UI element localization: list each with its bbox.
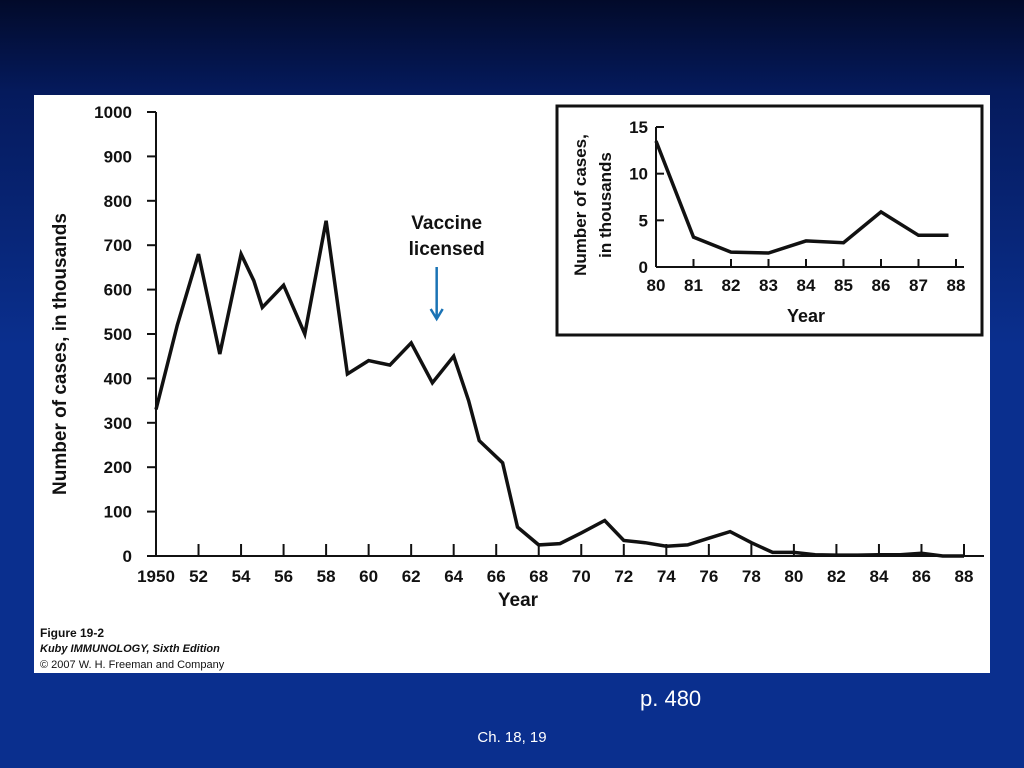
x-tick-label: 88 xyxy=(955,567,974,586)
x-tick-label: 80 xyxy=(784,567,803,586)
caption-book-title: Kuby IMMUNOLOGY, Sixth Edition xyxy=(40,643,220,655)
inset-y-tick-label: 10 xyxy=(629,165,648,184)
x-tick-label: 52 xyxy=(189,567,208,586)
y-tick-label: 200 xyxy=(104,458,132,477)
vaccine-arrow-head xyxy=(429,308,444,322)
x-tick-label: 54 xyxy=(232,567,251,586)
y-tick-label: 900 xyxy=(104,147,132,166)
inset-x-tick-label: 80 xyxy=(647,276,666,295)
caption-figure-number: Figure 19-2 xyxy=(40,626,105,640)
x-tick-label: 60 xyxy=(359,567,378,586)
cases-line xyxy=(154,220,964,558)
inset-x-tick-label: 81 xyxy=(684,276,703,295)
inset-x-tick-label: 84 xyxy=(797,276,816,295)
annotation-vaccine-line2: licensed xyxy=(409,239,485,260)
y-axis-label: Number of cases, in thousands xyxy=(50,213,71,495)
figure-caption: Figure 19-2 Kuby IMMUNOLOGY, Sixth Editi… xyxy=(40,625,640,673)
inset-x-tick-label: 82 xyxy=(722,276,741,295)
x-tick-label: 82 xyxy=(827,567,846,586)
x-tick-label: 62 xyxy=(402,567,421,586)
figure-panel: 0 100 200 300 400 500 600 700 800 900 1000 1950 52 54… xyxy=(34,95,990,673)
y-tick-label: 0 xyxy=(123,547,132,566)
y-tick-label: 400 xyxy=(104,369,132,388)
inset-cases-line xyxy=(654,140,949,255)
x-tick-label: 74 xyxy=(657,567,676,586)
y-tick-label: 1000 xyxy=(94,103,132,122)
inset-y-tick-label: 0 xyxy=(639,258,648,277)
x-tick-label: 84 xyxy=(869,567,888,586)
y-tick-label: 300 xyxy=(104,414,132,433)
x-tick-label: 72 xyxy=(614,567,633,586)
inset-x-tick-label: 88 xyxy=(947,276,966,295)
x-tick-label: 86 xyxy=(912,567,931,586)
inset-x-tick-label: 87 xyxy=(909,276,928,295)
x-tick-label: 64 xyxy=(444,567,463,586)
inset-x-tick-label: 86 xyxy=(872,276,891,295)
inset-frame xyxy=(555,104,984,337)
y-tick-label: 500 xyxy=(104,325,132,344)
inset-y-tick-label: 15 xyxy=(629,118,648,137)
annotation-vaccine-line1: Vaccine xyxy=(411,213,482,234)
chapter-reference: Ch. 18, 19 xyxy=(477,729,547,746)
x-tick-label: 1950 xyxy=(137,567,175,586)
x-tick-label: 56 xyxy=(274,567,293,586)
x-axis-label: Year xyxy=(498,590,539,611)
y-tick-label: 800 xyxy=(104,192,132,211)
inset-y-axis-label-line1: Number of cases, xyxy=(571,134,590,276)
inset-x-tick-label: 83 xyxy=(759,276,778,295)
caption-copyright: © 2007 W. H. Freeman and Company xyxy=(40,659,225,671)
x-tick-label: 58 xyxy=(317,567,336,586)
y-tick-label: 600 xyxy=(104,281,132,300)
inset-x-tick-label: 85 xyxy=(834,276,853,295)
inset-y-axis-label-line2: in thousands xyxy=(596,152,615,258)
x-tick-label: 78 xyxy=(742,567,761,586)
y-tick-label: 100 xyxy=(104,503,132,522)
x-tick-label: 68 xyxy=(529,567,548,586)
inset-y-tick-label: 5 xyxy=(639,211,648,230)
y-tick-label: 700 xyxy=(104,236,132,255)
x-tick-label: 70 xyxy=(572,567,591,586)
x-tick-label: 76 xyxy=(699,567,718,586)
inset-x-axis-label: Year xyxy=(787,306,825,326)
page-reference: p. 480 xyxy=(640,686,702,711)
x-tick-label: 66 xyxy=(487,567,506,586)
